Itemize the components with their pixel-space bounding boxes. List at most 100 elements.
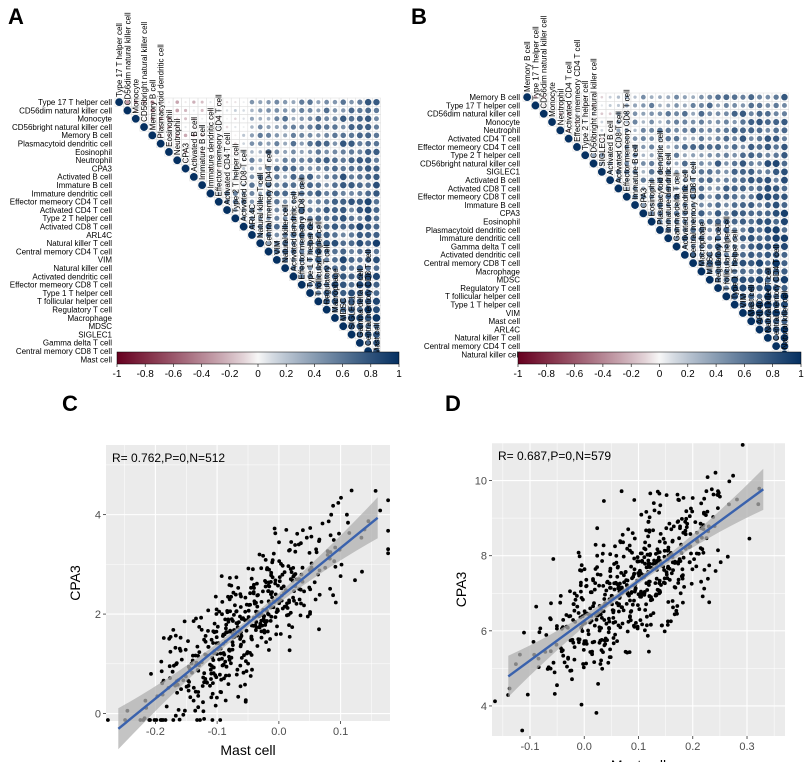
correlation-circle: [258, 116, 263, 121]
data-point: [666, 619, 670, 624]
correlation-circle: [209, 134, 212, 137]
data-point: [227, 654, 231, 659]
correlation-circle: [539, 109, 548, 118]
correlation-circle: [307, 108, 313, 113]
data-point: [291, 595, 295, 600]
correlation-circle: [624, 111, 629, 116]
data-point: [669, 619, 673, 624]
data-point: [246, 566, 251, 571]
data-point: [337, 531, 341, 536]
correlation-circle: [764, 260, 771, 267]
row-label: Type 17 T helper cell: [446, 101, 520, 110]
data-point: [208, 667, 213, 672]
column-label: Natural killer cell: [281, 204, 290, 263]
data-point: [193, 708, 198, 713]
correlation-circle: [242, 109, 245, 112]
correlation-circle: [723, 94, 730, 101]
x-tick-label: -0.2: [146, 726, 165, 738]
data-point: [688, 532, 693, 536]
data-point: [628, 614, 632, 619]
correlation-circle: [332, 157, 338, 164]
data-point: [552, 692, 557, 696]
correlation-circle: [299, 257, 305, 263]
data-point: [647, 528, 652, 533]
correlation-circle: [217, 109, 221, 112]
data-point: [644, 510, 649, 514]
data-point: [308, 526, 313, 530]
column-label: Type 1 T helper cell: [306, 218, 315, 288]
correlation-circle: [217, 133, 221, 137]
data-point: [171, 628, 176, 632]
correlation-circle: [756, 235, 763, 242]
correlation-circle: [715, 177, 721, 183]
data-point: [638, 618, 643, 622]
data-point: [229, 661, 233, 666]
correlation-circle: [150, 116, 155, 121]
correlation-circle: [156, 139, 165, 148]
correlation-circle: [233, 108, 237, 112]
correlation-circle: [332, 132, 338, 139]
correlation-circle: [299, 132, 305, 138]
correlation-circle: [705, 275, 714, 284]
data-point: [548, 666, 553, 671]
correlation-circle: [608, 169, 613, 174]
data-point: [218, 718, 223, 722]
correlation-circle: [348, 149, 355, 155]
correlation-circle: [608, 153, 612, 158]
colorbar-tick-label: -0.4: [193, 369, 211, 380]
correlation-circle: [315, 290, 321, 296]
data-point: [632, 598, 636, 603]
data-point: [645, 614, 649, 619]
data-point: [625, 578, 630, 583]
correlation-circle: [641, 170, 646, 174]
correlation-circle: [273, 165, 280, 172]
data-point: [602, 618, 607, 622]
correlation-circle: [715, 227, 721, 233]
data-point: [329, 512, 334, 517]
correlation-circle: [290, 215, 297, 222]
correlation-circle: [192, 167, 195, 170]
data-point: [658, 532, 663, 536]
correlation-circle: [291, 199, 296, 205]
data-point: [336, 501, 341, 505]
correlation-circle: [747, 234, 755, 242]
correlation-circle: [356, 314, 364, 322]
panel-label-a: A: [8, 4, 24, 29]
data-point: [277, 579, 282, 584]
correlation-circle: [373, 306, 380, 314]
data-point: [699, 501, 704, 506]
panel-label-b: B: [411, 4, 427, 29]
correlation-circle: [732, 244, 738, 250]
correlation-circle: [656, 226, 664, 234]
correlation-circle: [740, 103, 746, 108]
data-point: [227, 648, 231, 652]
correlation-circle: [323, 199, 330, 205]
correlation-circle: [551, 112, 554, 115]
correlation-circle: [622, 192, 631, 201]
correlation-circle: [298, 223, 305, 230]
data-point: [613, 632, 617, 637]
correlation-circle: [732, 152, 737, 158]
data-point: [249, 576, 254, 581]
correlation-circle: [291, 240, 296, 246]
data-point: [615, 574, 620, 579]
correlation-circle: [748, 136, 754, 142]
correlation-circle: [225, 100, 229, 104]
correlation-circle: [756, 293, 763, 300]
column-label: MDSC: [706, 251, 715, 275]
correlation-circle: [134, 109, 138, 112]
data-point: [582, 567, 587, 572]
correlation-circle: [681, 160, 688, 167]
correlation-circle: [307, 166, 313, 171]
data-point: [353, 578, 357, 583]
data-point: [677, 536, 681, 541]
correlation-circle: [756, 202, 763, 208]
data-point: [178, 635, 183, 640]
correlation-circle: [356, 132, 363, 139]
correlation-circle: [748, 102, 755, 109]
correlation-circle: [674, 202, 679, 208]
correlation-circle: [641, 186, 646, 191]
column-label: Natural killer T cell: [764, 267, 773, 333]
data-point: [657, 539, 662, 544]
